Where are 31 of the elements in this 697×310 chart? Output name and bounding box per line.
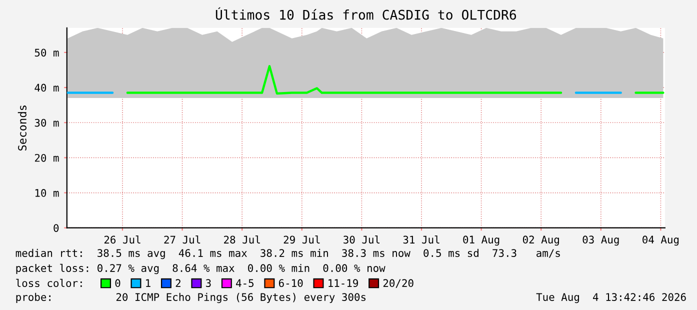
y-tick-label: 0 <box>54 224 59 232</box>
y-tick-label: 30 m <box>34 118 59 127</box>
legend-label: 1 <box>146 279 150 287</box>
legend-label: 3 <box>206 279 211 288</box>
y-tick-label: 20 m <box>34 154 59 162</box>
x-tick-label: 28 Jul <box>224 235 260 244</box>
legend-label: 20/20 <box>383 279 414 288</box>
legend-title: loss color: <box>16 278 82 288</box>
x-tick-label: 30 Jul <box>344 235 380 244</box>
x-tick-label: 26 Jul <box>104 235 140 244</box>
x-tick-label: 04 Aug <box>642 236 679 246</box>
text: packet loss: 0.27 % avg 8.64 % max 0.00 % min 0.00 % now <box>16 264 386 274</box>
x-tick-label: 03 Aug <box>582 236 619 246</box>
x-tick-label: 01 Aug <box>463 236 500 246</box>
y-tick-label: 50 m <box>34 48 59 57</box>
legend-label: 2 <box>176 279 180 287</box>
y-axis-title: Seconds <box>18 106 26 151</box>
legend-label: 11-19 <box>328 279 358 288</box>
legend-label: 6-10 <box>278 279 303 288</box>
y-tick-label: 40 m <box>34 84 59 92</box>
text: probe: 20 ICMP Echo Pings (56 Bytes) every 300s <box>16 292 366 304</box>
legend-label: 4-5 <box>236 279 254 288</box>
chart-title: Últimos 10 Días from CASDIG to OLTCDR6 <box>216 7 516 20</box>
x-tick-label: 02 Aug <box>522 236 559 246</box>
x-tick-label: 27 Jul <box>164 235 200 244</box>
y-tick-label: 10 m <box>35 189 59 197</box>
legend-label: 0 <box>115 279 120 288</box>
x-tick-label: 31 Jul <box>403 235 440 244</box>
text: median rtt: 38.5 ms avg 46.1 ms max 38.2 ms min 38.3 ms now 0.5 ms sd 73.3 am/s <box>16 248 560 260</box>
x-tick-label: 29 Jul <box>284 235 320 244</box>
text: Tue Aug 4 13:42:46 2026 <box>536 293 686 304</box>
